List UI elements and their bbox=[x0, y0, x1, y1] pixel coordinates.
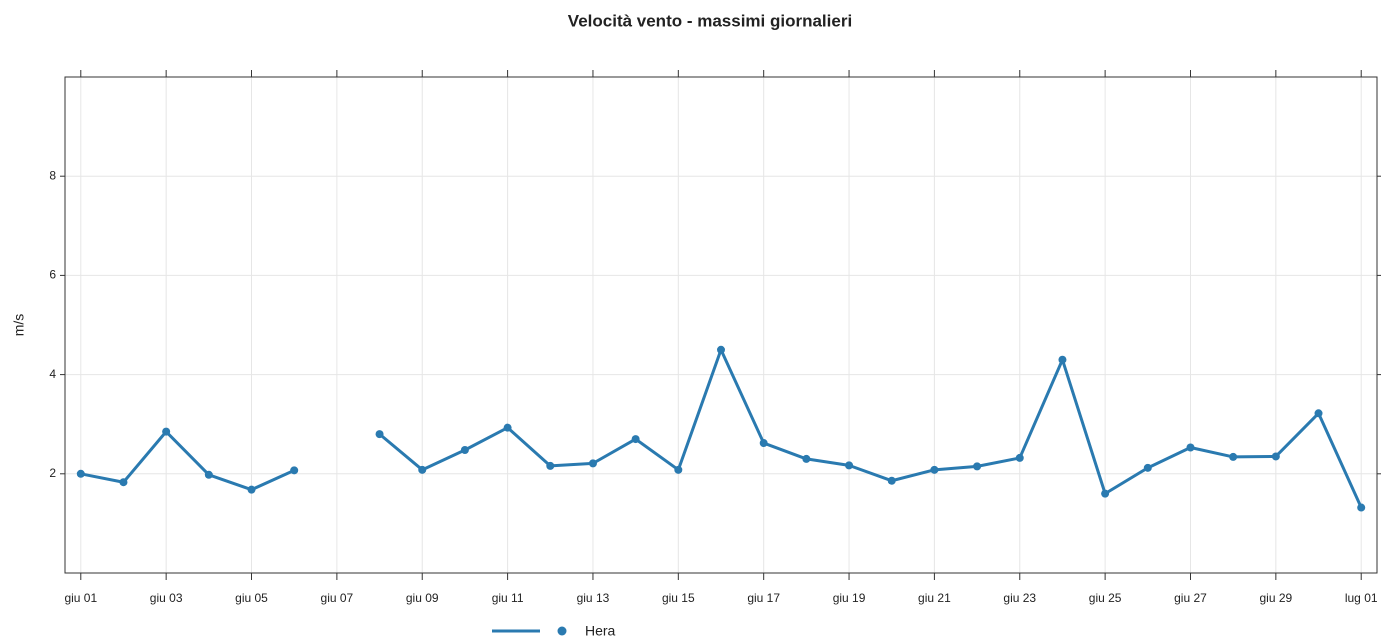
point bbox=[887, 476, 896, 485]
point bbox=[247, 485, 256, 494]
y-tick-label: 4 bbox=[49, 367, 56, 381]
x-tick-label: giu 27 bbox=[1174, 591, 1207, 605]
line bbox=[378, 348, 1363, 509]
point bbox=[1186, 443, 1195, 452]
point bbox=[674, 465, 683, 474]
point bbox=[290, 466, 299, 475]
legend-label: Hera bbox=[585, 623, 616, 639]
plot-frame bbox=[64, 76, 1378, 574]
x-tick-label: giu 29 bbox=[1259, 591, 1292, 605]
point bbox=[1143, 463, 1152, 472]
x-tick-label: giu 21 bbox=[918, 591, 951, 605]
point bbox=[717, 345, 725, 354]
point bbox=[802, 454, 811, 463]
point bbox=[1314, 409, 1323, 418]
point bbox=[930, 465, 939, 474]
y-tick-label: 8 bbox=[49, 168, 56, 182]
point bbox=[375, 430, 384, 439]
x-tick-label: lug 01 bbox=[1345, 591, 1378, 605]
point bbox=[973, 462, 982, 471]
point bbox=[119, 478, 128, 487]
x-tick-label: giu 09 bbox=[406, 591, 439, 605]
chart-title: Velocità vento - massimi giornalieri bbox=[568, 11, 852, 30]
x-tick-label: giu 25 bbox=[1089, 591, 1122, 605]
x-tick-label: giu 19 bbox=[833, 591, 866, 605]
x-tick-label: giu 17 bbox=[747, 591, 780, 605]
x-tick-label: giu 07 bbox=[321, 591, 354, 605]
point bbox=[76, 469, 85, 478]
point bbox=[204, 470, 213, 479]
point bbox=[759, 439, 768, 448]
y-tick-label: 2 bbox=[49, 466, 56, 480]
point bbox=[503, 423, 512, 432]
x-tick-label: giu 01 bbox=[64, 591, 97, 605]
point bbox=[588, 459, 597, 468]
point bbox=[631, 435, 640, 444]
x-tick-label: giu 23 bbox=[1003, 591, 1036, 605]
line bbox=[80, 430, 295, 492]
point bbox=[460, 445, 469, 454]
x-tick-label: giu 03 bbox=[150, 591, 183, 605]
x-tick-label: giu 13 bbox=[577, 591, 610, 605]
x-tick-label: giu 11 bbox=[492, 591, 524, 605]
x-tick-label: giu 05 bbox=[235, 591, 268, 605]
point bbox=[1058, 355, 1067, 364]
point bbox=[418, 465, 427, 474]
point bbox=[1357, 503, 1366, 512]
y-tick-label: 6 bbox=[49, 268, 56, 282]
point bbox=[546, 461, 555, 470]
point bbox=[1229, 452, 1238, 461]
x-tick-label: giu 15 bbox=[662, 591, 695, 605]
point bbox=[845, 461, 854, 470]
y-axis-label: m/s bbox=[11, 314, 27, 337]
point bbox=[162, 427, 171, 436]
point bbox=[1101, 489, 1110, 498]
point bbox=[1015, 453, 1024, 462]
legend-marker bbox=[557, 626, 567, 636]
point bbox=[1271, 452, 1280, 461]
